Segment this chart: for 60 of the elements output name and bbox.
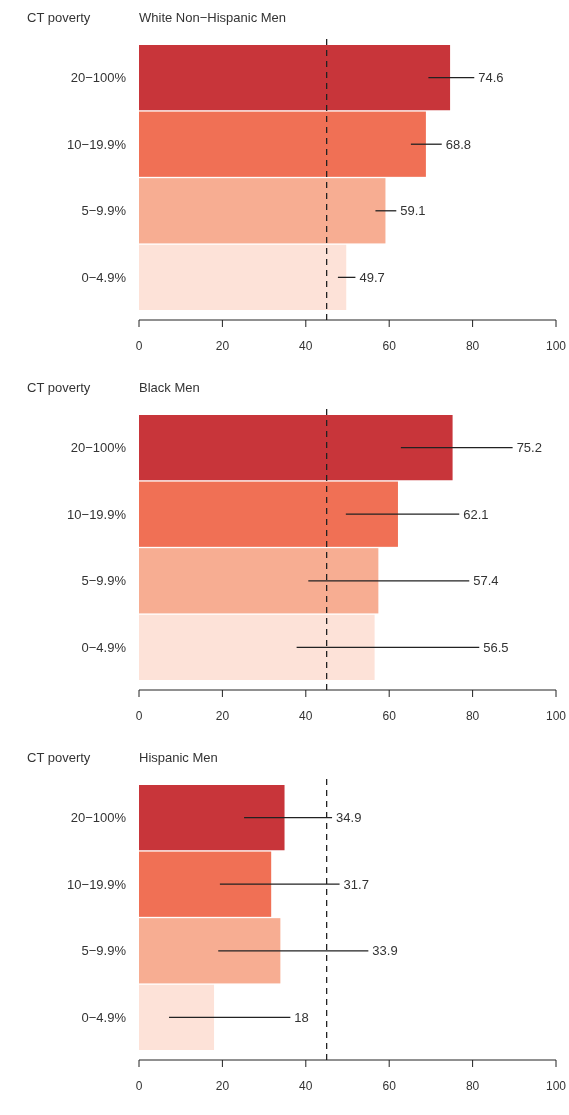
y-tick-label: 0−4.9% — [81, 269, 127, 285]
bar — [139, 244, 347, 310]
x-tick-label: 60 — [382, 339, 397, 353]
data-label: 59.1 — [400, 203, 426, 219]
y-axis-title: CT poverty — [27, 10, 91, 25]
annotation: 33.9 — [372, 943, 398, 959]
y-tick-label: 20−100% — [70, 440, 127, 456]
x-tick-label: 0 — [135, 339, 143, 353]
x-tick-label: 100 — [545, 1079, 567, 1093]
annotation: 62.1 — [463, 506, 489, 522]
y-tick-label: 10−19.9% — [67, 876, 127, 892]
data-label: 68.8 — [445, 136, 472, 152]
annotation: 75.2 — [516, 440, 542, 456]
annotation: 56.5 — [483, 639, 509, 655]
bar — [139, 851, 272, 917]
bar — [139, 481, 398, 547]
x-tick-label: 100 — [545, 339, 567, 353]
y-tick-label: 20−100% — [70, 810, 127, 826]
bar — [139, 918, 281, 984]
chart-title: White Non−Hispanic Men — [139, 10, 287, 25]
y-tick-label: 5−9.9% — [81, 943, 127, 959]
annotation: 57.4 — [473, 573, 499, 589]
chart-title: Hispanic Men — [139, 750, 218, 765]
y-tick-label: 10−19.9% — [67, 136, 127, 152]
y-tick-label: 0−4.9% — [81, 1009, 127, 1025]
y-tick-label: 20−100% — [70, 70, 127, 86]
y-tick-label: 5−9.9% — [81, 203, 127, 219]
x-tick-label: 20 — [215, 1079, 230, 1093]
x-tick-label: 100 — [545, 709, 567, 723]
x-tick-label: 0 — [135, 709, 143, 723]
bar — [139, 548, 379, 614]
data-label: 49.7 — [359, 269, 385, 285]
bar — [139, 785, 285, 851]
x-tick-label: 40 — [299, 339, 313, 353]
y-tick-label: 0−4.9% — [81, 639, 127, 655]
y-axis-title: CT poverty — [27, 750, 91, 765]
bar — [139, 178, 386, 244]
annotation: 31.7 — [343, 876, 369, 892]
x-tick-label: 20 — [215, 339, 230, 353]
x-tick-label: 40 — [299, 709, 313, 723]
bar — [139, 45, 451, 111]
bar — [139, 111, 426, 177]
data-label: 74.6 — [478, 70, 504, 86]
chart-title: Black Men — [139, 380, 200, 395]
x-tick-label: 80 — [465, 709, 480, 723]
x-tick-label: 20 — [215, 709, 230, 723]
annotation: 18 — [294, 1009, 309, 1025]
bar — [139, 415, 453, 481]
x-tick-label: 80 — [465, 1079, 480, 1093]
bar — [139, 984, 215, 1050]
x-tick-label: 0 — [135, 1079, 143, 1093]
x-tick-label: 60 — [382, 1079, 397, 1093]
x-tick-label: 80 — [465, 339, 480, 353]
y-axis-title: CT poverty — [27, 380, 91, 395]
y-tick-label: 10−19.9% — [67, 506, 127, 522]
annotation: 34.9 — [336, 810, 362, 826]
y-tick-label: 5−9.9% — [81, 573, 127, 589]
bar — [139, 614, 375, 680]
x-tick-label: 40 — [299, 1079, 313, 1093]
x-tick-label: 60 — [382, 709, 397, 723]
